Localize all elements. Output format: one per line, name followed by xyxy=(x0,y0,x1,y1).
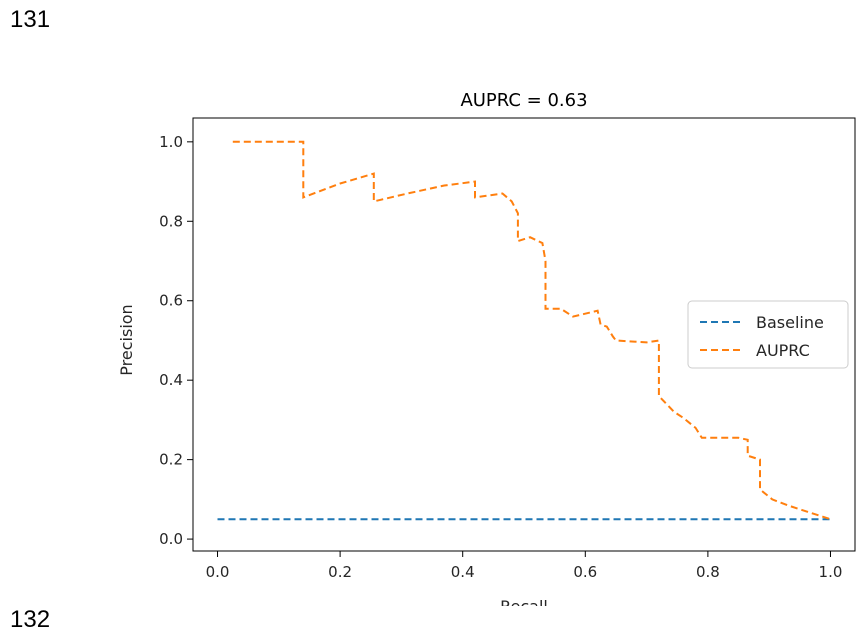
y-tick-label: 0.2 xyxy=(159,451,183,469)
ticks-layer: 0.0 0.2 0.4 0.6 0.8 1.0 0.0 0.2 0.4 0.6 0.8 1.0 xyxy=(159,133,842,581)
y-tick-label: 0.6 xyxy=(159,292,183,310)
x-axis-label: Recall xyxy=(500,597,548,606)
y-tick-label: 1.0 xyxy=(159,133,183,151)
line-number-bottom: 132 xyxy=(10,606,51,633)
legend-label-auprc: AUPRC xyxy=(756,341,810,360)
legend-box xyxy=(687,300,849,369)
line-number-top: 131 xyxy=(10,6,51,33)
series-line-auprc xyxy=(232,140,831,521)
chart-title: AUPRC = 0.63 xyxy=(460,90,587,111)
x-tick-label: 0.0 xyxy=(206,563,230,581)
x-tick-label: 0.4 xyxy=(451,563,475,581)
x-tick-label: 0.6 xyxy=(573,563,597,581)
legend-label-baseline: Baseline xyxy=(756,313,824,332)
y-tick-label: 0.4 xyxy=(159,371,183,389)
x-tick-label: 0.2 xyxy=(328,563,352,581)
y-tick-label: 0.0 xyxy=(159,530,183,548)
x-tick-label: 0.8 xyxy=(696,563,720,581)
pr-curve-chart: AUPRC = 0.63 0.0 0.2 0.4 0.6 0.8 1.0 0.0 0.2 0.4… xyxy=(117,90,856,606)
plot-frame xyxy=(192,117,856,552)
x-tick-label: 1.0 xyxy=(819,563,843,581)
y-axis-label: Precision xyxy=(117,304,136,375)
legend[interactable]: Baseline AUPRC xyxy=(687,300,849,369)
y-tick-label: 0.8 xyxy=(159,212,183,230)
series-layer xyxy=(217,140,831,521)
